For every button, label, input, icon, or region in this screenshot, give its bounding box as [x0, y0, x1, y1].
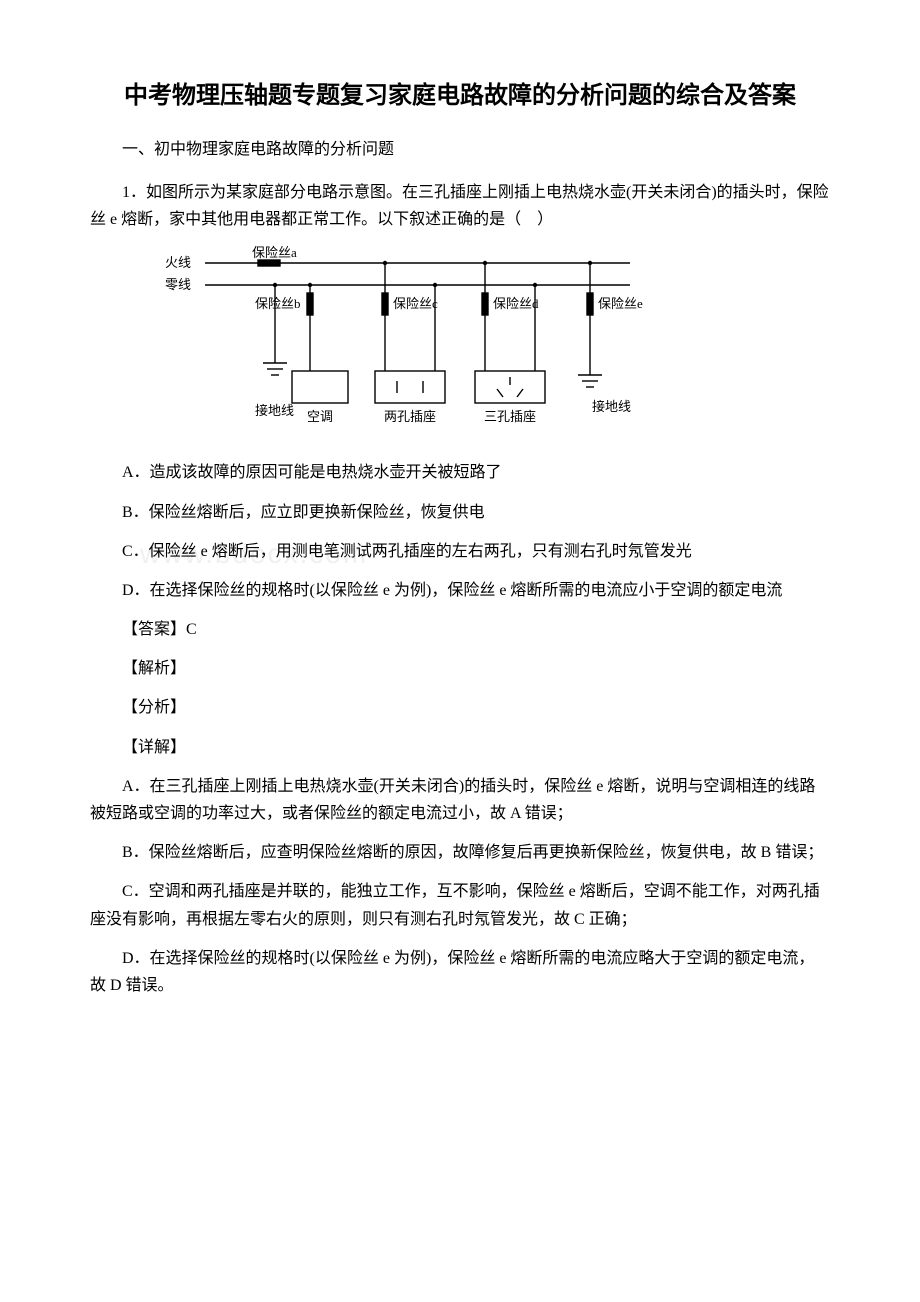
circuit-diagram: 火线 保险丝a 零线接地线 保险丝b 空调 保险丝c 两孔插座 保险丝d 三孔插座 保险丝e 接地线	[160, 243, 830, 447]
explain-a: A．在三孔插座上刚插上电热烧水壶(开关未闭合)的插头时，保险丝 e 熔断，说明与…	[90, 773, 830, 827]
section-heading: 一、初中物理家庭电路故障的分析问题	[90, 136, 830, 163]
answer-line: 【答案】C	[90, 616, 830, 643]
detail-label: 【详解】	[90, 734, 830, 761]
svg-text:保险丝e: 保险丝e	[598, 296, 643, 311]
svg-text:保险丝b: 保险丝b	[255, 296, 301, 311]
option-d: D．在选择保险丝的规格时(以保险丝 e 为例)，保险丝 e 熔断所需的电流应小于…	[90, 577, 830, 604]
fenxi-label: 【分析】	[90, 694, 830, 721]
question-stem: 1．如图所示为某家庭部分电路示意图。在三孔插座上刚插上电热烧水壶(开关未闭合)的…	[90, 179, 830, 233]
svg-text:接地线: 接地线	[592, 399, 631, 414]
svg-text:零线: 零线	[165, 277, 191, 292]
analysis-label: 【解析】	[90, 655, 830, 682]
svg-text:火线: 火线	[165, 255, 191, 270]
svg-text:保险丝d: 保险丝d	[493, 296, 539, 311]
svg-text:空调: 空调	[307, 409, 333, 424]
option-c: C．保险丝 e 熔断后，用测电笔测试两孔插座的左右两孔，只有测右孔时氖管发光	[90, 538, 830, 565]
page-title: 中考物理压轴题专题复习家庭电路故障的分析问题的综合及答案	[90, 80, 830, 114]
option-b: B．保险丝熔断后，应立即更换新保险丝，恢复供电	[90, 499, 830, 526]
option-a: A．造成该故障的原因可能是电热烧水壶开关被短路了	[90, 459, 830, 486]
explain-d: D．在选择保险丝的规格时(以保险丝 e 为例)，保险丝 e 熔断所需的电流应略大…	[90, 945, 830, 999]
svg-text:两孔插座: 两孔插座	[384, 409, 436, 424]
explain-b: B．保险丝熔断后，应查明保险丝熔断的原因，故障修复后再更换新保险丝，恢复供电，故…	[90, 839, 830, 866]
svg-text:保险丝c: 保险丝c	[393, 296, 438, 311]
explain-c: C．空调和两孔插座是并联的，能独立工作，互不影响，保险丝 e 熔断后，空调不能工…	[90, 878, 830, 932]
svg-text:三孔插座: 三孔插座	[484, 409, 536, 424]
svg-text:保险丝a: 保险丝a	[252, 245, 297, 260]
svg-text:接地线: 接地线	[255, 403, 294, 418]
